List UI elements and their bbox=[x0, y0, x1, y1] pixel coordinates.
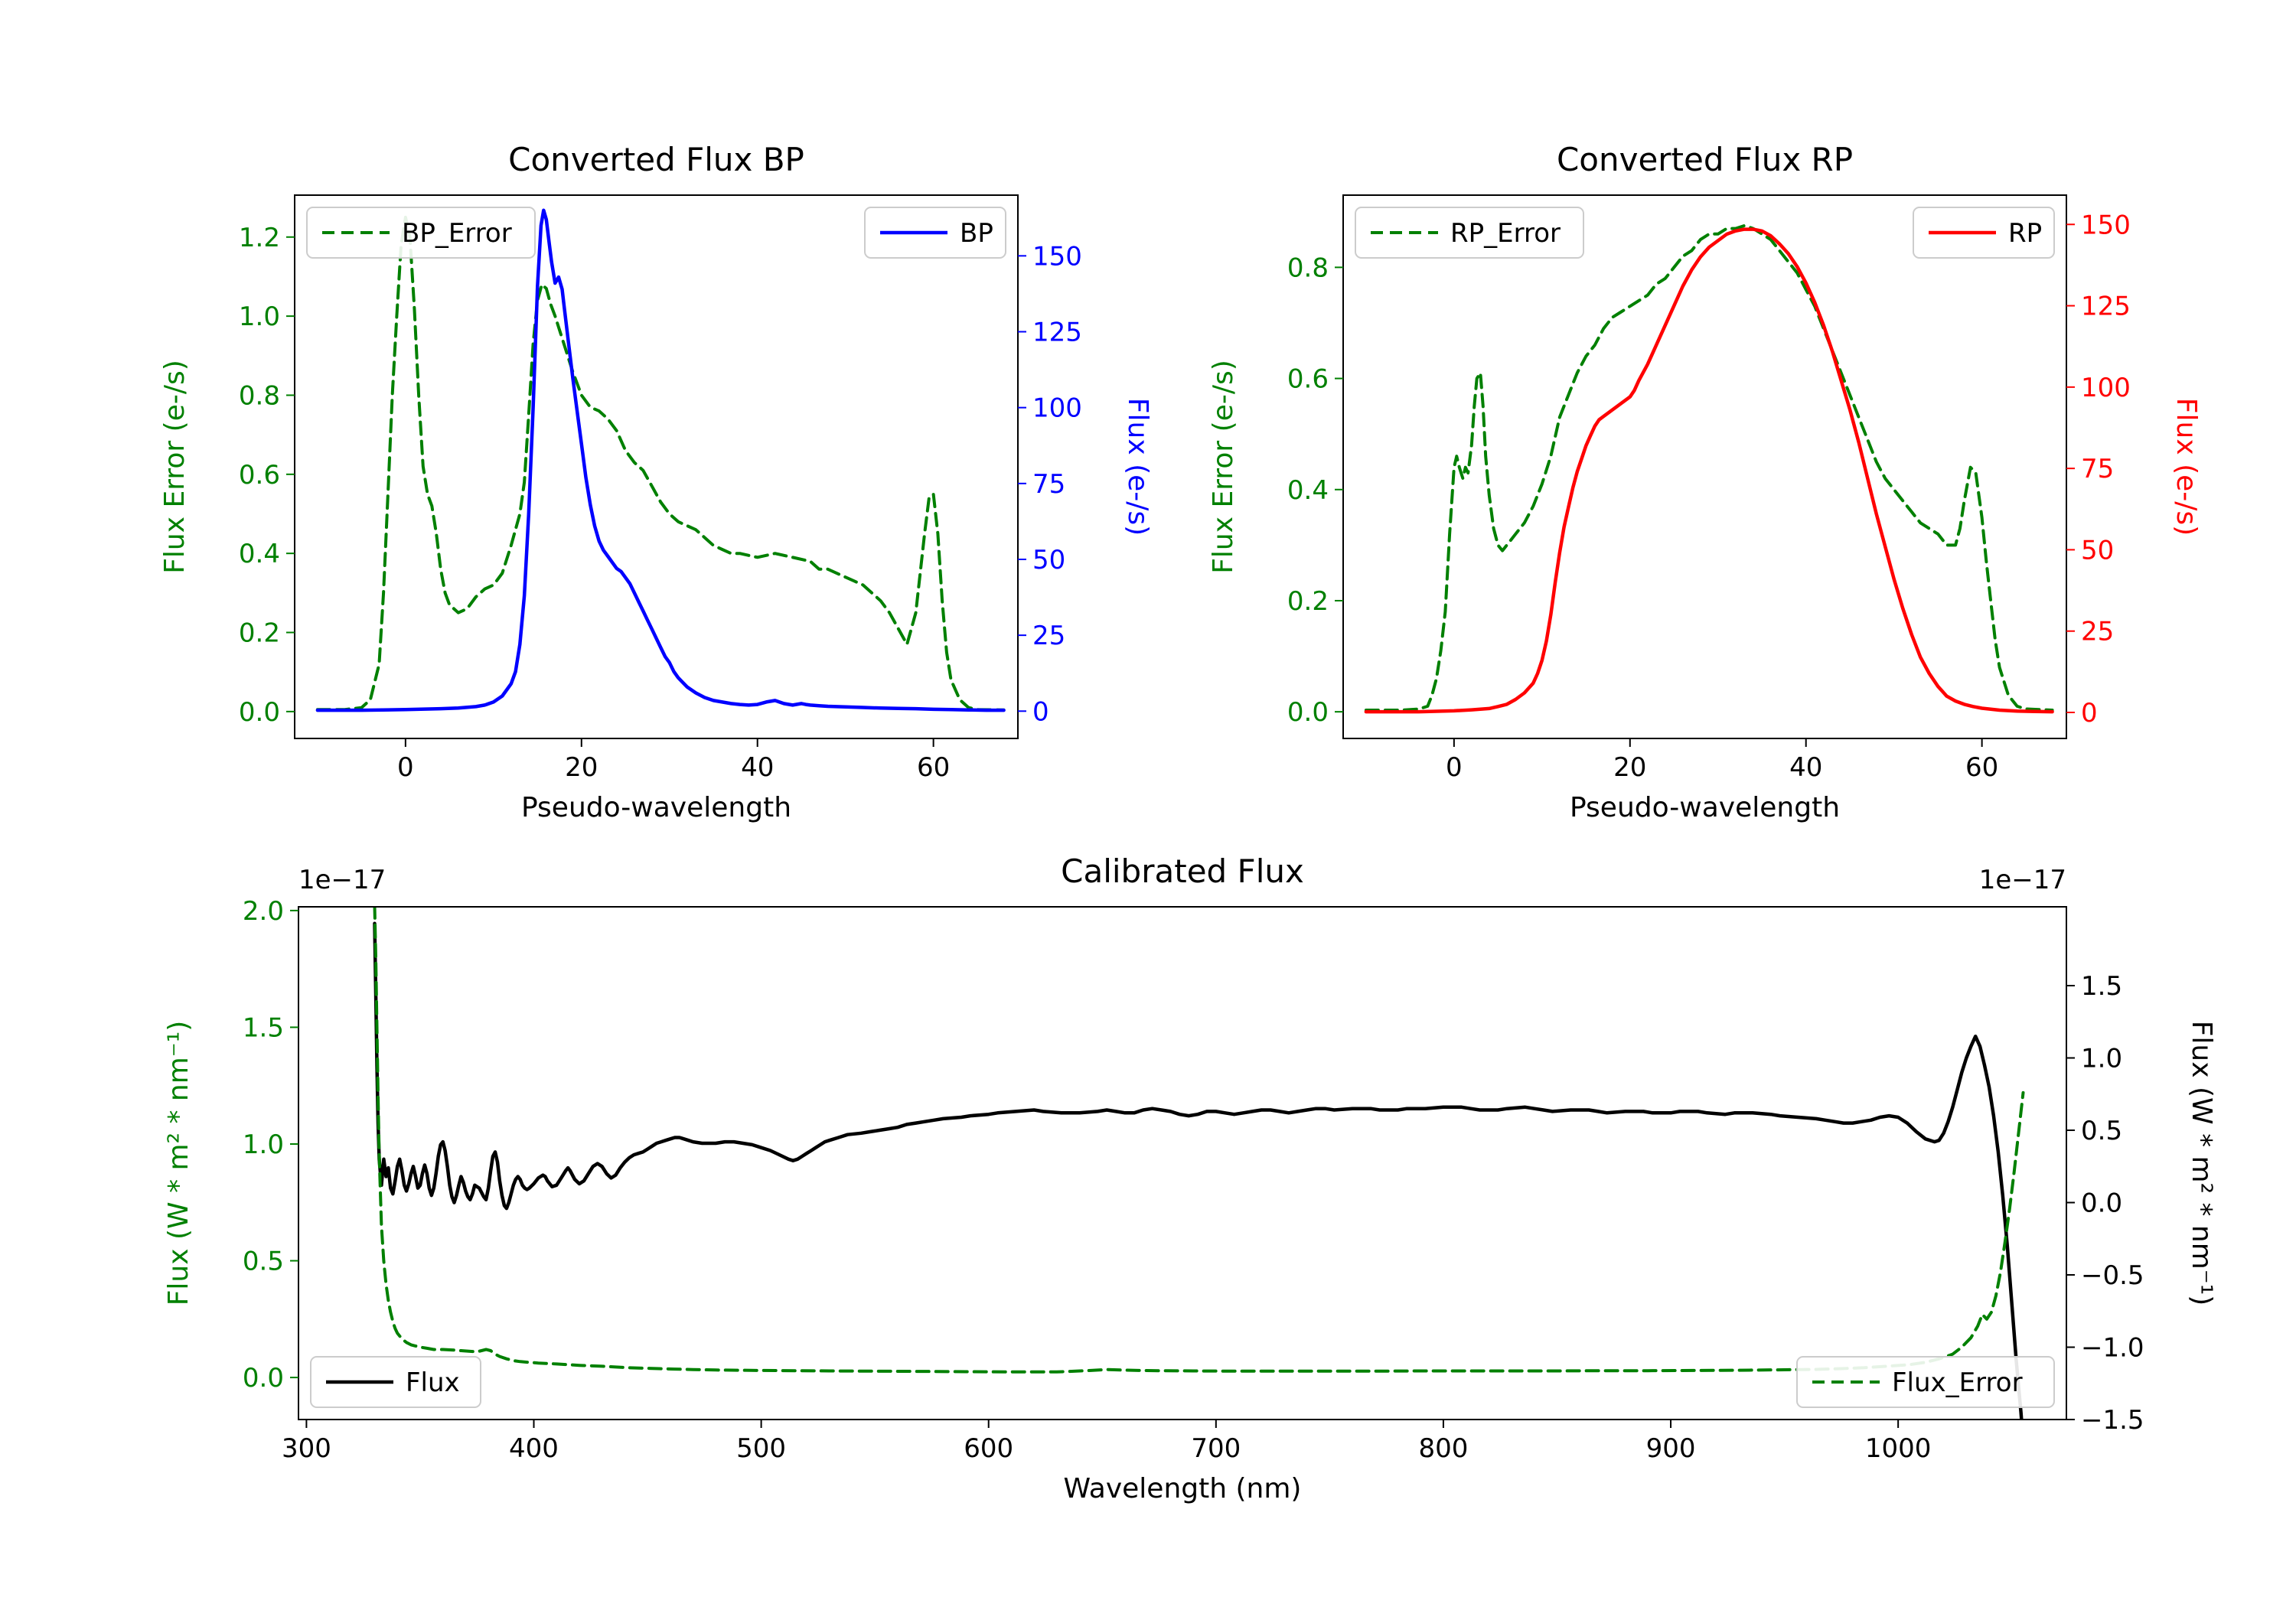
x-axis-label: Pseudo-wavelength bbox=[521, 792, 791, 823]
series-RP bbox=[1364, 227, 2054, 714]
y1-tick-label: 0.2 bbox=[1287, 586, 1329, 617]
legend-label: BP bbox=[960, 218, 993, 249]
y2-tick-label: 50 bbox=[1032, 545, 1065, 575]
y1-offset-text: 1e−17 bbox=[298, 865, 386, 895]
y2-axis-label: Flux (e-/s) bbox=[1122, 398, 1153, 536]
x-tick-label: 40 bbox=[741, 752, 774, 783]
y2-tick-label: 1.5 bbox=[2081, 971, 2122, 1002]
x-axis-label: Wavelength (nm) bbox=[1064, 1473, 1302, 1504]
y1-tick-label: 0.8 bbox=[1287, 253, 1329, 283]
y1-tick-label: 0.6 bbox=[239, 460, 280, 491]
series-Flux bbox=[373, 921, 2024, 1420]
series-RP_Error bbox=[1364, 223, 2054, 712]
x-tick-label: 20 bbox=[1613, 752, 1646, 783]
y1-tick-label: 0.0 bbox=[1287, 697, 1329, 728]
legend-label: RP_Error bbox=[1450, 218, 1561, 249]
y2-axis-label: Flux (e-/s) bbox=[2170, 398, 2202, 536]
chart-title: Calibrated Flux bbox=[1061, 852, 1304, 890]
legend-label: BP_Error bbox=[402, 218, 512, 249]
series-BP_Error bbox=[315, 215, 1006, 712]
y2-tick-label: 0 bbox=[2081, 698, 2098, 729]
y1-tick-label: 0.2 bbox=[239, 618, 280, 649]
y2-tick-label: 1.0 bbox=[2081, 1044, 2122, 1074]
y2-tick-label: 125 bbox=[2081, 292, 2131, 322]
y2-axis-label: Flux (W * m² * nm⁻¹) bbox=[2186, 1021, 2217, 1306]
legend-box bbox=[306, 207, 536, 259]
y1-tick-label: 0.6 bbox=[1287, 364, 1329, 395]
y2-tick-label: 150 bbox=[1032, 241, 1082, 272]
x-tick-label: 300 bbox=[282, 1433, 331, 1464]
legend-label: Flux bbox=[406, 1367, 460, 1398]
series-BP bbox=[315, 208, 1006, 712]
y2-tick-label: 150 bbox=[2081, 210, 2131, 240]
x-tick-label: 900 bbox=[1646, 1433, 1696, 1464]
y1-tick-label: 1.5 bbox=[243, 1012, 284, 1043]
y2-tick-label: 50 bbox=[2081, 535, 2114, 566]
x-tick-label: 500 bbox=[736, 1433, 786, 1464]
y2-tick-label: 0.5 bbox=[2081, 1116, 2122, 1146]
legend-box bbox=[1355, 207, 1584, 259]
plot-frame bbox=[1342, 194, 2067, 739]
x-tick-label: 800 bbox=[1418, 1433, 1468, 1464]
y2-offset-text: 1e−17 bbox=[1979, 865, 2066, 895]
y2-tick-label: 100 bbox=[2081, 373, 2131, 403]
y2-tick-label: 125 bbox=[1032, 317, 1082, 347]
y2-tick-label: −1.0 bbox=[2081, 1333, 2144, 1364]
x-tick-label: 400 bbox=[509, 1433, 559, 1464]
y2-tick-label: 0.0 bbox=[2081, 1188, 2122, 1219]
x-tick-label: 1000 bbox=[1865, 1433, 1932, 1464]
legend-label: Flux_Error bbox=[1892, 1367, 2023, 1398]
x-tick-label: 700 bbox=[1191, 1433, 1241, 1464]
y1-tick-label: 0.4 bbox=[239, 539, 280, 569]
x-tick-label: 60 bbox=[1965, 752, 1998, 783]
legend-box bbox=[1796, 1356, 2055, 1408]
y1-axis-label: Flux Error (e-/s) bbox=[1208, 360, 1239, 574]
y2-tick-label: 75 bbox=[1032, 469, 1065, 500]
y1-axis-label: Flux Error (e-/s) bbox=[159, 360, 191, 574]
x-tick-label: 60 bbox=[917, 752, 950, 783]
y1-tick-label: 0.4 bbox=[1287, 475, 1329, 506]
calibrated-chart: 300 400 500 600 700 800 900 1000 Wavelength (nm)… bbox=[163, 852, 2217, 1504]
x-tick-label: 40 bbox=[1789, 752, 1822, 783]
rp-chart: 0 20 40 60 Pseudo-wavelength 0.0 0.2 0.4 0.6 0.8 F… bbox=[1208, 141, 2202, 823]
x-tick-label: 0 bbox=[1446, 752, 1463, 783]
y2-tick-label: 0 bbox=[1032, 696, 1049, 727]
series-Flux_Error bbox=[373, 907, 2025, 1374]
y1-tick-label: 0.5 bbox=[243, 1247, 284, 1277]
y1-tick-label: 1.0 bbox=[243, 1129, 284, 1160]
y1-tick-label: 0.0 bbox=[243, 1363, 284, 1393]
x-axis-label: Pseudo-wavelength bbox=[1570, 792, 1840, 823]
y1-axis-label: Flux (W * m² * nm⁻¹) bbox=[163, 1021, 194, 1306]
y2-tick-label: −1.5 bbox=[2081, 1405, 2144, 1436]
y2-tick-label: 100 bbox=[1032, 393, 1082, 424]
y2-tick-label: 25 bbox=[2081, 617, 2114, 647]
chart-title: Converted Flux BP bbox=[508, 141, 804, 178]
y1-tick-label: 0.8 bbox=[239, 380, 280, 411]
plot-frame bbox=[294, 194, 1019, 739]
y1-tick-label: 2.0 bbox=[243, 896, 284, 927]
y1-tick-label: 1.0 bbox=[239, 302, 280, 332]
plot-frame bbox=[298, 906, 2067, 1420]
x-tick-label: 20 bbox=[565, 752, 598, 783]
bp-chart: 0 20 40 60 Pseudo-wavelength 0.0 0.2 0.4 0.6 0.8 1… bbox=[159, 141, 1153, 823]
legend-label: RP bbox=[2008, 218, 2042, 249]
y2-tick-label: 75 bbox=[2081, 454, 2114, 484]
y1-tick-label: 1.2 bbox=[239, 223, 280, 253]
x-tick-label: 0 bbox=[397, 752, 414, 783]
y2-tick-label: 25 bbox=[1032, 621, 1065, 651]
y2-tick-label: −0.5 bbox=[2081, 1260, 2144, 1291]
chart-title: Converted Flux RP bbox=[1557, 141, 1853, 178]
x-tick-label: 600 bbox=[964, 1433, 1013, 1464]
legend-box bbox=[310, 1356, 481, 1408]
y1-tick-label: 0.0 bbox=[239, 697, 280, 728]
